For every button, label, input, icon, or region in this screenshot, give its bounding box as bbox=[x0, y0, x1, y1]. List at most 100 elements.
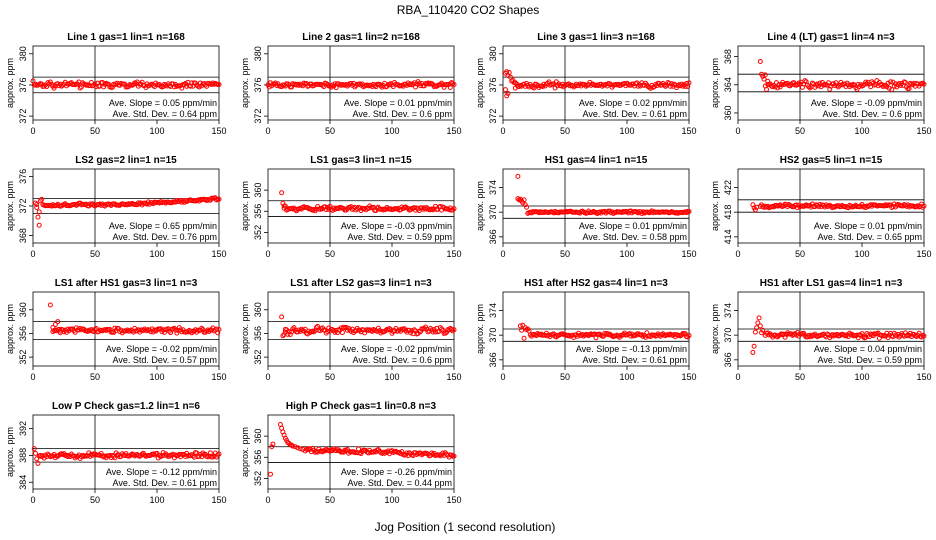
x-tick-label: 0 bbox=[265, 249, 270, 259]
data-point bbox=[760, 327, 766, 333]
data-point bbox=[322, 204, 328, 210]
x-tick-label: 0 bbox=[735, 249, 740, 259]
x-tick-label: 150 bbox=[681, 249, 696, 259]
x-tick-label: 0 bbox=[500, 372, 505, 382]
data-point bbox=[36, 222, 42, 228]
x-tick-label: 150 bbox=[446, 495, 461, 505]
data-point bbox=[200, 450, 206, 456]
std-dev-annotation: Ave. Std. Dev. = 0.58 ppm bbox=[583, 232, 687, 242]
y-tick-label: 388 bbox=[18, 448, 28, 463]
y-axis-label: approx. ppm bbox=[475, 304, 485, 354]
data-point bbox=[280, 200, 286, 206]
std-dev-annotation: Ave. Std. Dev. = 0.76 ppm bbox=[113, 232, 217, 242]
data-point bbox=[520, 322, 526, 328]
y-tick-label: 356 bbox=[253, 326, 263, 341]
data-point bbox=[41, 83, 47, 89]
data-point bbox=[756, 315, 762, 321]
y-tick-label: 360 bbox=[18, 302, 28, 317]
y-tick-label: 374 bbox=[723, 303, 733, 318]
x-tick-label: 100 bbox=[619, 372, 634, 382]
data-point bbox=[626, 331, 632, 337]
y-tick-label: 368 bbox=[18, 228, 28, 243]
data-point bbox=[382, 450, 388, 456]
y-tick-label: 376 bbox=[18, 77, 28, 92]
data-point bbox=[515, 173, 521, 179]
x-tick-label: 0 bbox=[500, 126, 505, 136]
y-tick-label: 360 bbox=[253, 429, 263, 444]
data-point bbox=[762, 72, 768, 78]
data-point bbox=[170, 81, 176, 87]
std-dev-annotation: Ave. Std. Dev. = 0.64 ppm bbox=[113, 109, 217, 119]
std-dev-annotation: Ave. Std. Dev. = 0.6 ppm bbox=[823, 109, 922, 119]
data-point bbox=[343, 325, 349, 331]
std-dev-annotation: Ave. Std. Dev. = 0.6 ppm bbox=[353, 355, 452, 365]
chart-panels: Line 1 gas=1 lin=1 n=168 0 50 100 150 372 376 3… bbox=[5, 32, 932, 505]
slope-annotation: Ave. Slope = 0.02 ppm/min bbox=[579, 98, 687, 108]
data-point bbox=[902, 202, 908, 208]
std-dev-annotation: Ave. Std. Dev. = 0.59 ppm bbox=[818, 355, 922, 365]
x-axis-label: Jog Position (1 second resolution) bbox=[375, 520, 556, 534]
data-point bbox=[85, 329, 91, 335]
data-point bbox=[441, 84, 447, 90]
figure-title: RBA_110420 CO2 Shapes bbox=[397, 3, 540, 17]
slope-annotation: Ave. Slope = -0.26 ppm/min bbox=[341, 467, 452, 477]
panel-title: LS1 after LS2 gas=3 lin=1 n=3 bbox=[290, 278, 432, 289]
data-point bbox=[183, 80, 189, 86]
panel-title: Line 2 gas=1 lin=2 n=168 bbox=[302, 32, 420, 43]
chart-panel: Low P Check gas=1.2 lin=1 n=6 0 50 100 150 38… bbox=[5, 401, 227, 505]
chart-panel: Line 1 gas=1 lin=1 n=168 0 50 100 150 372 376 3… bbox=[5, 32, 227, 136]
y-axis-label: approx. ppm bbox=[5, 181, 15, 231]
y-tick-label: 380 bbox=[253, 46, 263, 61]
data-point bbox=[92, 81, 98, 87]
data-point bbox=[166, 453, 172, 459]
x-tick-label: 50 bbox=[795, 249, 805, 259]
y-tick-label: 380 bbox=[18, 46, 28, 61]
data-point bbox=[682, 84, 688, 90]
y-axis-label: approx. ppm bbox=[5, 304, 15, 354]
x-tick-label: 150 bbox=[446, 126, 461, 136]
data-point bbox=[354, 206, 360, 212]
std-dev-annotation: Ave. Std. Dev. = 0.44 ppm bbox=[348, 478, 452, 488]
y-tick-label: 374 bbox=[488, 303, 498, 318]
y-tick-label: 356 bbox=[253, 204, 263, 219]
y-tick-label: 384 bbox=[18, 475, 28, 490]
data-point bbox=[163, 451, 169, 457]
data-point bbox=[55, 319, 61, 325]
data-point bbox=[399, 449, 405, 455]
slope-annotation: Ave. Slope = -0.02 ppm/min bbox=[341, 344, 452, 354]
x-tick-label: 0 bbox=[735, 126, 740, 136]
x-tick-label: 100 bbox=[854, 249, 869, 259]
data-point bbox=[107, 326, 113, 332]
x-tick-label: 100 bbox=[384, 372, 399, 382]
data-point bbox=[439, 326, 445, 332]
x-tick-label: 150 bbox=[446, 249, 461, 259]
data-point bbox=[292, 444, 298, 450]
data-point bbox=[521, 335, 527, 341]
x-tick-label: 50 bbox=[325, 126, 335, 136]
data-point bbox=[843, 333, 849, 339]
data-point bbox=[329, 207, 335, 213]
data-point bbox=[516, 84, 522, 90]
data-point bbox=[216, 81, 222, 87]
data-point bbox=[451, 81, 457, 87]
data-point bbox=[387, 82, 393, 88]
x-tick-label: 100 bbox=[854, 126, 869, 136]
panel-title: HS1 after LS1 gas=4 lin=1 n=3 bbox=[760, 278, 903, 289]
x-tick-label: 150 bbox=[211, 126, 226, 136]
data-point bbox=[52, 322, 58, 328]
data-point bbox=[449, 452, 455, 458]
panel-title: Low P Check gas=1.2 lin=1 n=6 bbox=[52, 401, 200, 412]
y-tick-label: 352 bbox=[253, 225, 263, 240]
x-tick-label: 100 bbox=[149, 372, 164, 382]
y-tick-label: 392 bbox=[18, 421, 28, 436]
data-point bbox=[45, 451, 51, 457]
x-tick-label: 150 bbox=[681, 126, 696, 136]
data-point bbox=[834, 83, 840, 89]
data-point bbox=[270, 441, 276, 447]
data-point bbox=[396, 449, 402, 455]
y-tick-label: 380 bbox=[488, 46, 498, 61]
y-axis-label: approx. ppm bbox=[240, 427, 250, 477]
x-tick-label: 0 bbox=[30, 495, 35, 505]
data-point bbox=[515, 196, 521, 202]
std-dev-annotation: Ave. Std. Dev. = 0.61 ppm bbox=[113, 478, 217, 488]
